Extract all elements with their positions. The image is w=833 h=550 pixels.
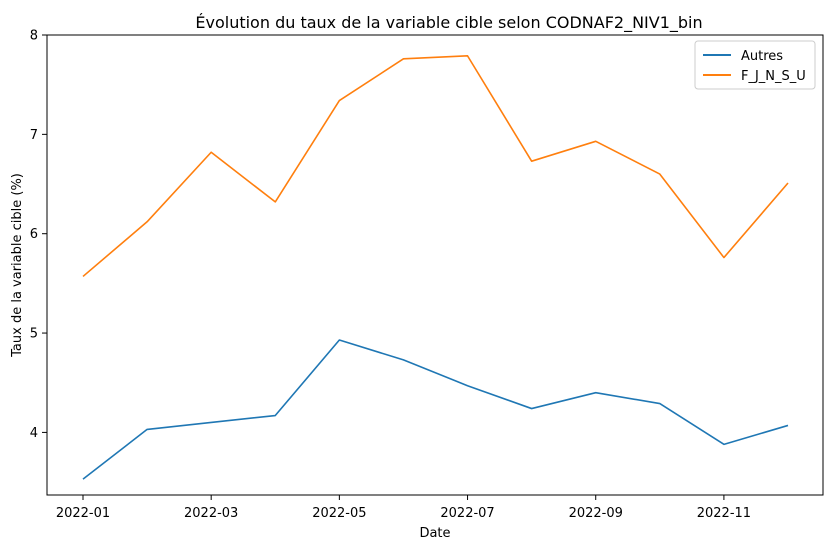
legend: Autres F_J_N_S_U [694,40,816,90]
x-tick-label: 2022-09 [569,506,623,521]
x-tick-label: 2022-07 [440,506,494,521]
y-tick-label: 8 [30,29,38,44]
y-tick-label: 4 [30,426,38,441]
x-axis: 2022-01 2022-03 2022-05 2022-07 2022-09 2022-… [56,495,751,521]
y-axis: 4 5 6 7 8 [30,29,47,441]
x-tick-label: 2022-05 [312,506,366,521]
x-axis-label: Date [419,526,450,541]
y-tick-label: 5 [30,327,38,342]
x-tick-label: 2022-03 [184,506,238,521]
plot-area-frame [46,34,824,496]
legend-box [694,40,816,90]
y-tick-label: 6 [30,227,38,242]
x-tick-label: 2022-11 [697,506,751,521]
y-axis-label: Taux de la variable cible (%) [10,173,25,358]
legend-entry: F_J_N_S_U [741,69,806,84]
series-line-2 [82,55,789,278]
y-tick-label: 7 [30,128,38,143]
chart-title: Évolution du taux de la variable cible s… [195,13,702,33]
legend-entry: Autres [741,49,783,64]
x-tick-label: 2022-01 [56,506,110,521]
series-line-1 [82,339,789,480]
